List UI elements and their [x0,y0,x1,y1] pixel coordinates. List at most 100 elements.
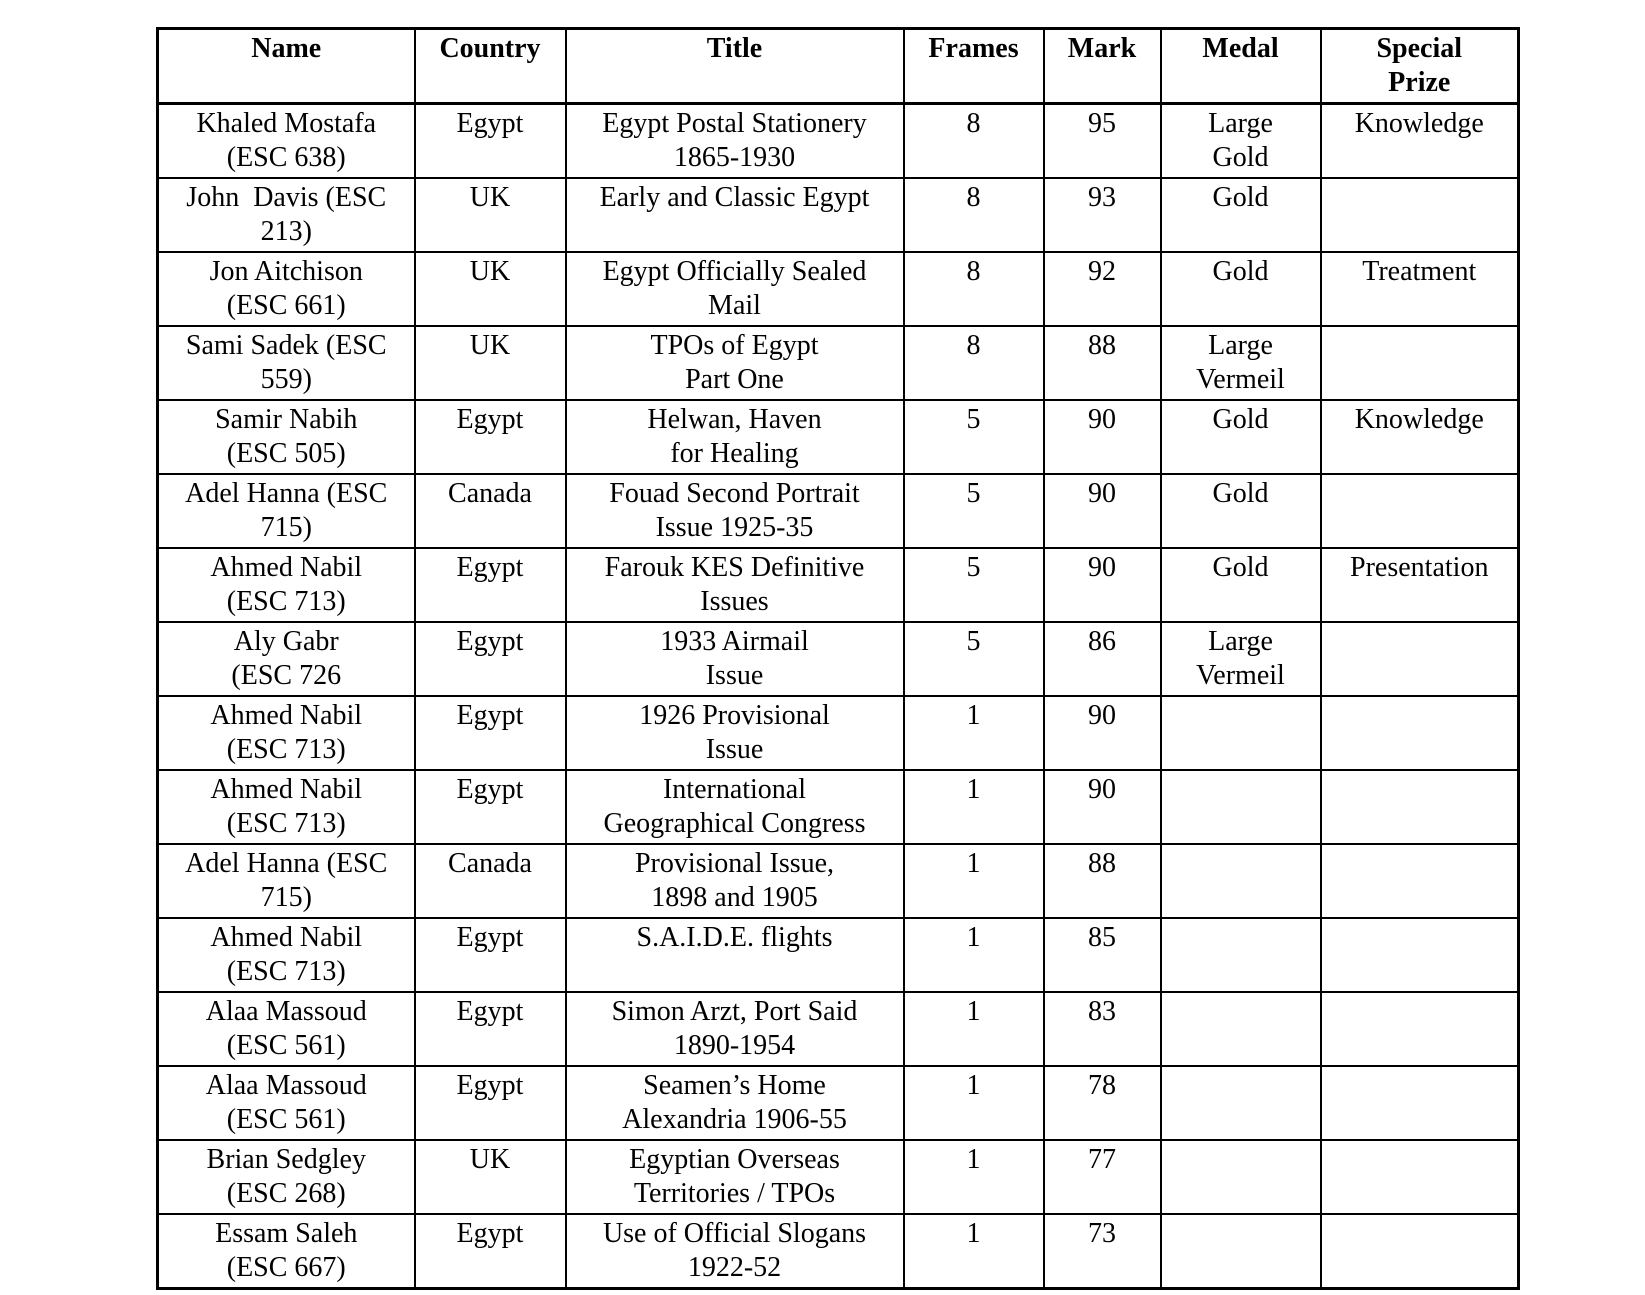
name-cell: Brian Sedgley (ESC 268) [156,1139,416,1215]
title-cell: 1933 Airmail Issue [564,621,905,697]
mark-cell: 92 [1042,251,1162,327]
medal-cell: Large Vermeil [1159,621,1322,697]
country-cell: Canada [413,843,567,919]
mark-cell: 90 [1042,769,1162,845]
column-header-special-prize: Special Prize [1319,27,1520,105]
frames-cell: 1 [902,695,1045,771]
frames-cell: 1 [902,1139,1045,1215]
title-cell: Early and Classic Egypt [564,177,905,253]
name-cell: Ahmed Nabil (ESC 713) [156,695,416,771]
medal-cell [1159,991,1322,1067]
name-cell: Sami Sadek (ESC 559) [156,325,416,401]
mark-cell: 85 [1042,917,1162,993]
medal-cell: Gold [1159,547,1322,623]
country-cell: Egypt [413,917,567,993]
special-prize-cell [1319,621,1520,697]
exhibition-results-table: Name Country Title Frames Mark Medal Spe… [156,27,1520,1290]
frames-cell: 5 [902,473,1045,549]
name-cell: John Davis (ESC 213) [156,177,416,253]
column-header-frames: Frames [902,27,1045,105]
country-cell: Egypt [413,1213,567,1290]
title-cell: TPOs of Egypt Part One [564,325,905,401]
medal-cell: Gold [1159,399,1322,475]
medal-cell: Gold [1159,473,1322,549]
special-prize-cell [1319,843,1520,919]
frames-cell: 5 [902,399,1045,475]
medal-cell [1159,1065,1322,1141]
mark-cell: 90 [1042,399,1162,475]
title-cell: Egypt Postal Stationery 1865-1930 [564,102,905,179]
name-cell: Ahmed Nabil (ESC 713) [156,547,416,623]
frames-cell: 8 [902,102,1045,179]
frames-cell: 8 [902,177,1045,253]
table-row: Alaa Massoud (ESC 561) Egypt Seamen’s Ho… [156,1065,1520,1141]
country-cell: UK [413,325,567,401]
medal-cell: Large Vermeil [1159,325,1322,401]
frames-cell: 1 [902,991,1045,1067]
special-prize-cell: Treatment [1319,251,1520,327]
country-cell: Egypt [413,399,567,475]
title-cell: International Geographical Congress [564,769,905,845]
table-row: Sami Sadek (ESC 559) UK TPOs of Egypt Pa… [156,325,1520,401]
country-cell: Egypt [413,1065,567,1141]
table-row: Brian Sedgley (ESC 268) UK Egyptian Over… [156,1139,1520,1215]
title-cell: Egyptian Overseas Territories / TPOs [564,1139,905,1215]
special-prize-cell: Presentation [1319,547,1520,623]
special-prize-cell [1319,769,1520,845]
medal-cell: Large Gold [1159,102,1322,179]
column-header-name: Name [156,27,416,105]
medal-cell: Gold [1159,251,1322,327]
special-prize-cell [1319,1139,1520,1215]
table-row: Aly Gabr (ESC 726 Egypt 1933 Airmail Iss… [156,621,1520,697]
medal-cell [1159,1213,1322,1290]
country-cell: Egypt [413,695,567,771]
title-cell: Simon Arzt, Port Said 1890-1954 [564,991,905,1067]
frames-cell: 8 [902,325,1045,401]
title-cell: Farouk KES Definitive Issues [564,547,905,623]
name-cell: Aly Gabr (ESC 726 [156,621,416,697]
special-prize-cell: Knowledge [1319,399,1520,475]
country-cell: Egypt [413,991,567,1067]
mark-cell: 90 [1042,547,1162,623]
title-cell: Egypt Officially Sealed Mail [564,251,905,327]
special-prize-cell [1319,177,1520,253]
table-row: Ahmed Nabil (ESC 713) Egypt S.A.I.D.E. f… [156,917,1520,993]
table-row: Ahmed Nabil (ESC 713) Egypt 1926 Provisi… [156,695,1520,771]
frames-cell: 8 [902,251,1045,327]
country-cell: Egypt [413,769,567,845]
country-cell: Egypt [413,621,567,697]
frames-cell: 5 [902,547,1045,623]
name-cell: Ahmed Nabil (ESC 713) [156,917,416,993]
mark-cell: 88 [1042,325,1162,401]
title-cell: Provisional Issue, 1898 and 1905 [564,843,905,919]
mark-cell: 95 [1042,102,1162,179]
mark-cell: 83 [1042,991,1162,1067]
special-prize-cell [1319,695,1520,771]
name-cell: Jon Aitchison (ESC 661) [156,251,416,327]
table-row: Samir Nabih (ESC 505) Egypt Helwan, Have… [156,399,1520,475]
special-prize-cell [1319,917,1520,993]
title-cell: S.A.I.D.E. flights [564,917,905,993]
mark-cell: 90 [1042,695,1162,771]
special-prize-cell [1319,991,1520,1067]
name-cell: Essam Saleh (ESC 667) [156,1213,416,1290]
title-cell: 1926 Provisional Issue [564,695,905,771]
medal-cell [1159,1139,1322,1215]
medal-cell: Gold [1159,177,1322,253]
mark-cell: 90 [1042,473,1162,549]
table-row: Adel Hanna (ESC 715) Canada Fouad Second… [156,473,1520,549]
table-row: Essam Saleh (ESC 667) Egypt Use of Offic… [156,1213,1520,1290]
medal-cell [1159,917,1322,993]
mark-cell: 88 [1042,843,1162,919]
column-header-medal: Medal [1159,27,1322,105]
table-row: Ahmed Nabil (ESC 713) Egypt Farouk KES D… [156,547,1520,623]
column-header-mark: Mark [1042,27,1162,105]
name-cell: Samir Nabih (ESC 505) [156,399,416,475]
special-prize-cell [1319,1213,1520,1290]
frames-cell: 5 [902,621,1045,697]
medal-cell [1159,843,1322,919]
title-cell: Fouad Second Portrait Issue 1925-35 [564,473,905,549]
title-cell: Use of Official Slogans 1922-52 [564,1213,905,1290]
header-row: Name Country Title Frames Mark Medal Spe… [156,27,1520,105]
